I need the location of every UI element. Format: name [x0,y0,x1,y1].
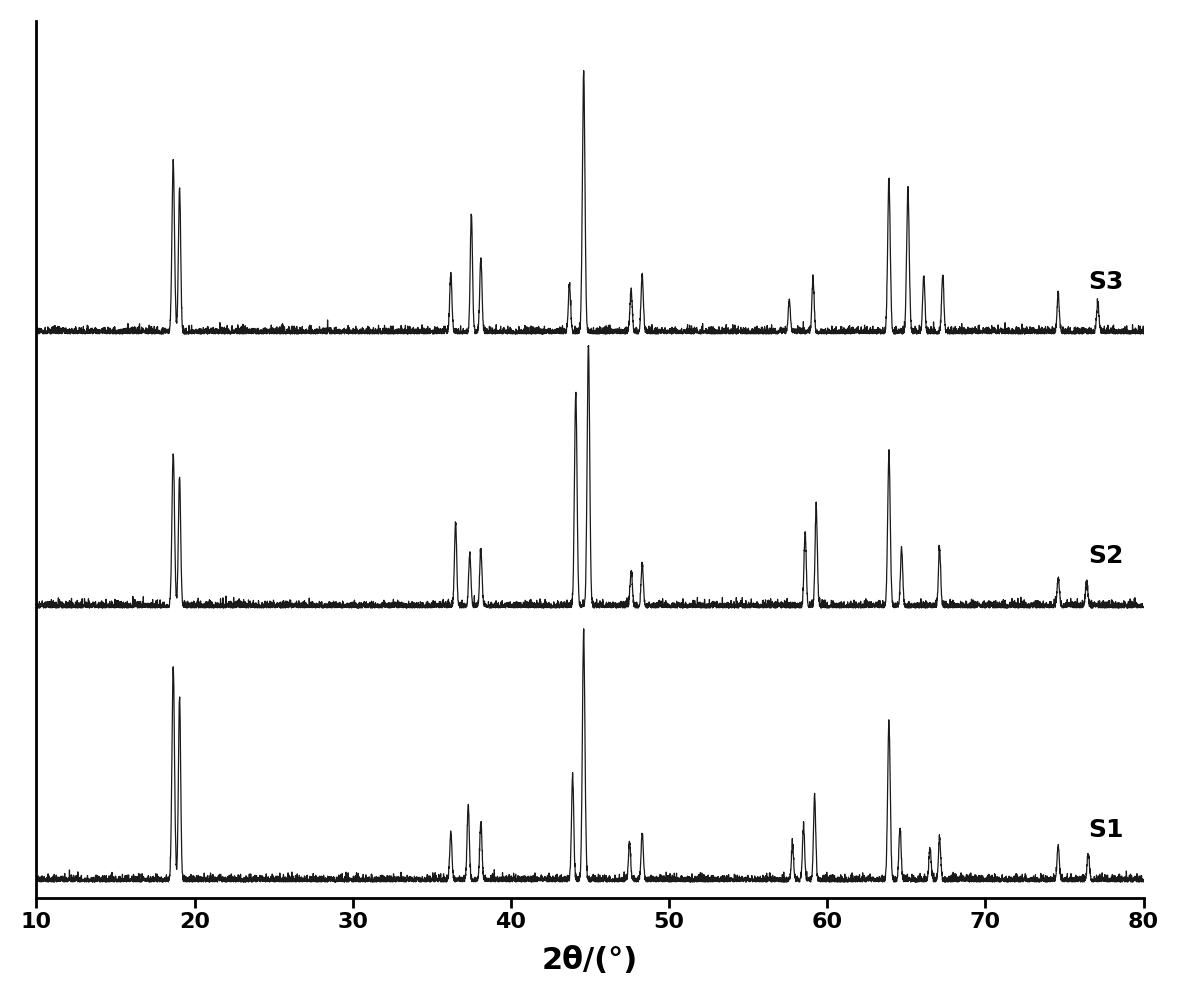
X-axis label: 2θ/(°): 2θ/(°) [542,946,638,975]
Text: S1: S1 [1088,818,1123,842]
Text: S3: S3 [1088,270,1123,294]
Text: S2: S2 [1088,544,1123,568]
